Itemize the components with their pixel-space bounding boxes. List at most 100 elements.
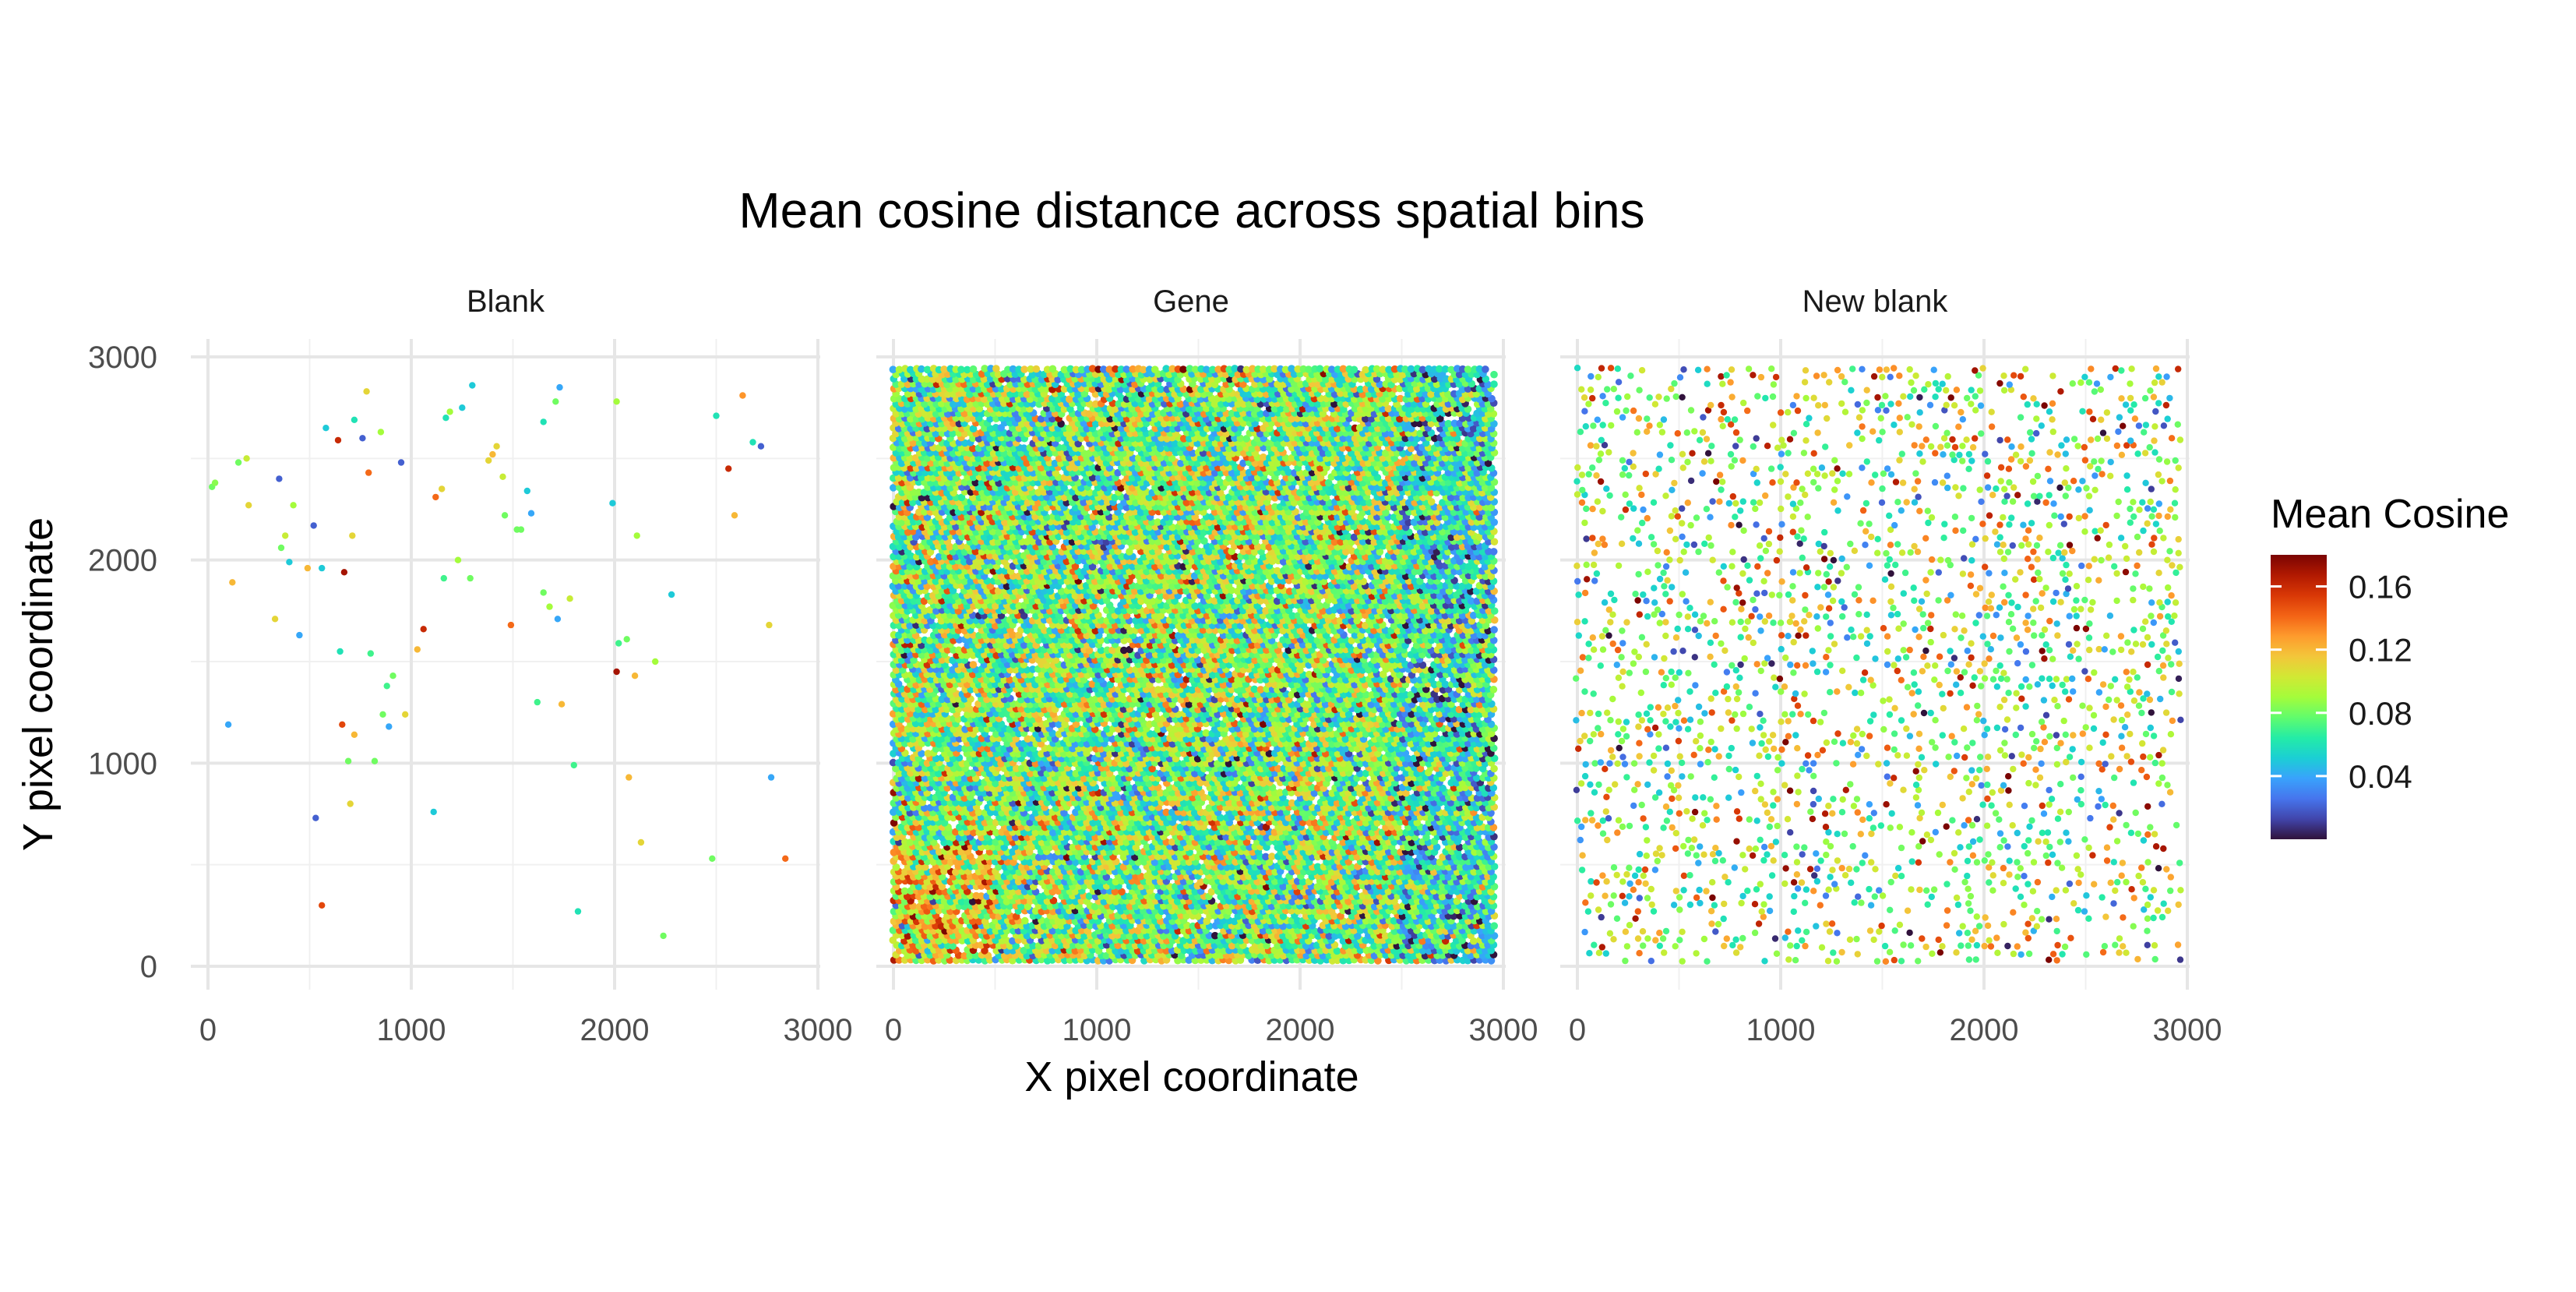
data-point [339, 722, 345, 728]
data-point [389, 672, 396, 679]
data-point [319, 565, 325, 571]
data-point [421, 626, 427, 632]
data-point [638, 839, 644, 845]
data-point [566, 595, 573, 602]
data-point [782, 856, 788, 862]
data-point [613, 669, 619, 675]
data-point [660, 933, 666, 939]
data-point [615, 640, 622, 646]
data-point [571, 762, 577, 768]
facet-strip-label: Blank [467, 284, 545, 319]
data-point [312, 815, 319, 821]
data-point [528, 510, 534, 517]
data-point [489, 451, 495, 457]
data-point [335, 437, 341, 443]
x-tick-label: 1000 [377, 1013, 446, 1047]
data-point [431, 809, 437, 815]
data-point [749, 439, 756, 445]
data-point [414, 646, 421, 652]
x-tick-label: 1000 [1062, 1013, 1132, 1047]
data-point [534, 699, 541, 705]
data-point [524, 488, 530, 494]
data-point [652, 658, 658, 665]
data-point [345, 758, 351, 764]
x-tick-label: 3000 [1469, 1013, 1538, 1047]
data-point [541, 589, 547, 595]
chart-title: Mean cosine distance across spatial bins [738, 182, 1644, 238]
data-point [341, 569, 347, 575]
data-point [624, 636, 630, 642]
data-point [286, 559, 292, 565]
y-axis-label: Y pixel coordinate [15, 517, 62, 851]
data-point [379, 711, 386, 718]
data-point [349, 532, 355, 538]
data-point [668, 591, 675, 598]
data-point [276, 475, 282, 482]
data-point [365, 469, 372, 475]
data-point [634, 532, 640, 538]
data-point [432, 494, 439, 500]
data-point [556, 384, 562, 390]
data-point [546, 603, 552, 609]
x-axis-label: X pixel coordinate [1024, 1054, 1358, 1100]
data-point [768, 774, 774, 780]
data-point [552, 398, 559, 404]
data-point [575, 908, 581, 914]
data-point [459, 404, 465, 411]
data-point [359, 435, 365, 441]
data-point [225, 722, 231, 728]
data-point [363, 388, 369, 394]
data-point [541, 418, 547, 425]
data-point [446, 408, 453, 415]
data-point [305, 565, 311, 571]
x-tick-label: 0 [885, 1013, 902, 1047]
data-point [441, 575, 447, 581]
facet-strip-label: Gene [1153, 284, 1229, 319]
data-point [502, 512, 508, 518]
data-point [384, 683, 390, 689]
data-point [632, 672, 638, 679]
data-point [212, 479, 218, 485]
data-point [347, 800, 354, 807]
x-tick-label: 2000 [1266, 1013, 1335, 1047]
data-point [402, 711, 408, 718]
data-point [243, 455, 249, 461]
data-point [518, 526, 524, 532]
data-point [766, 622, 772, 628]
scatter-points [890, 365, 1499, 965]
data-point [725, 465, 731, 471]
data-point [709, 856, 715, 862]
x-tick-label: 3000 [784, 1013, 853, 1047]
data-point [296, 632, 302, 638]
data-point [378, 429, 384, 435]
data-point [499, 474, 506, 480]
data-point [613, 398, 619, 404]
data-point [282, 532, 288, 538]
data-point [351, 732, 358, 738]
data-point [351, 417, 358, 423]
data-point [469, 382, 475, 388]
data-point [758, 443, 764, 450]
data-point [485, 457, 492, 464]
data-point [278, 545, 284, 551]
data-point [713, 412, 719, 418]
data-point [439, 485, 445, 492]
data-point [739, 392, 745, 398]
data-point [625, 774, 632, 780]
data-point [1490, 922, 1498, 930]
data-point [235, 459, 241, 465]
data-point [559, 701, 565, 708]
data-point [311, 522, 317, 528]
data-point [442, 415, 449, 421]
data-point [272, 616, 278, 622]
data-point [386, 723, 392, 729]
data-point [455, 557, 461, 563]
data-point [245, 502, 252, 508]
data-point [319, 902, 325, 909]
data-point [1021, 917, 1029, 925]
data-point [555, 616, 561, 622]
data-point [493, 443, 499, 450]
